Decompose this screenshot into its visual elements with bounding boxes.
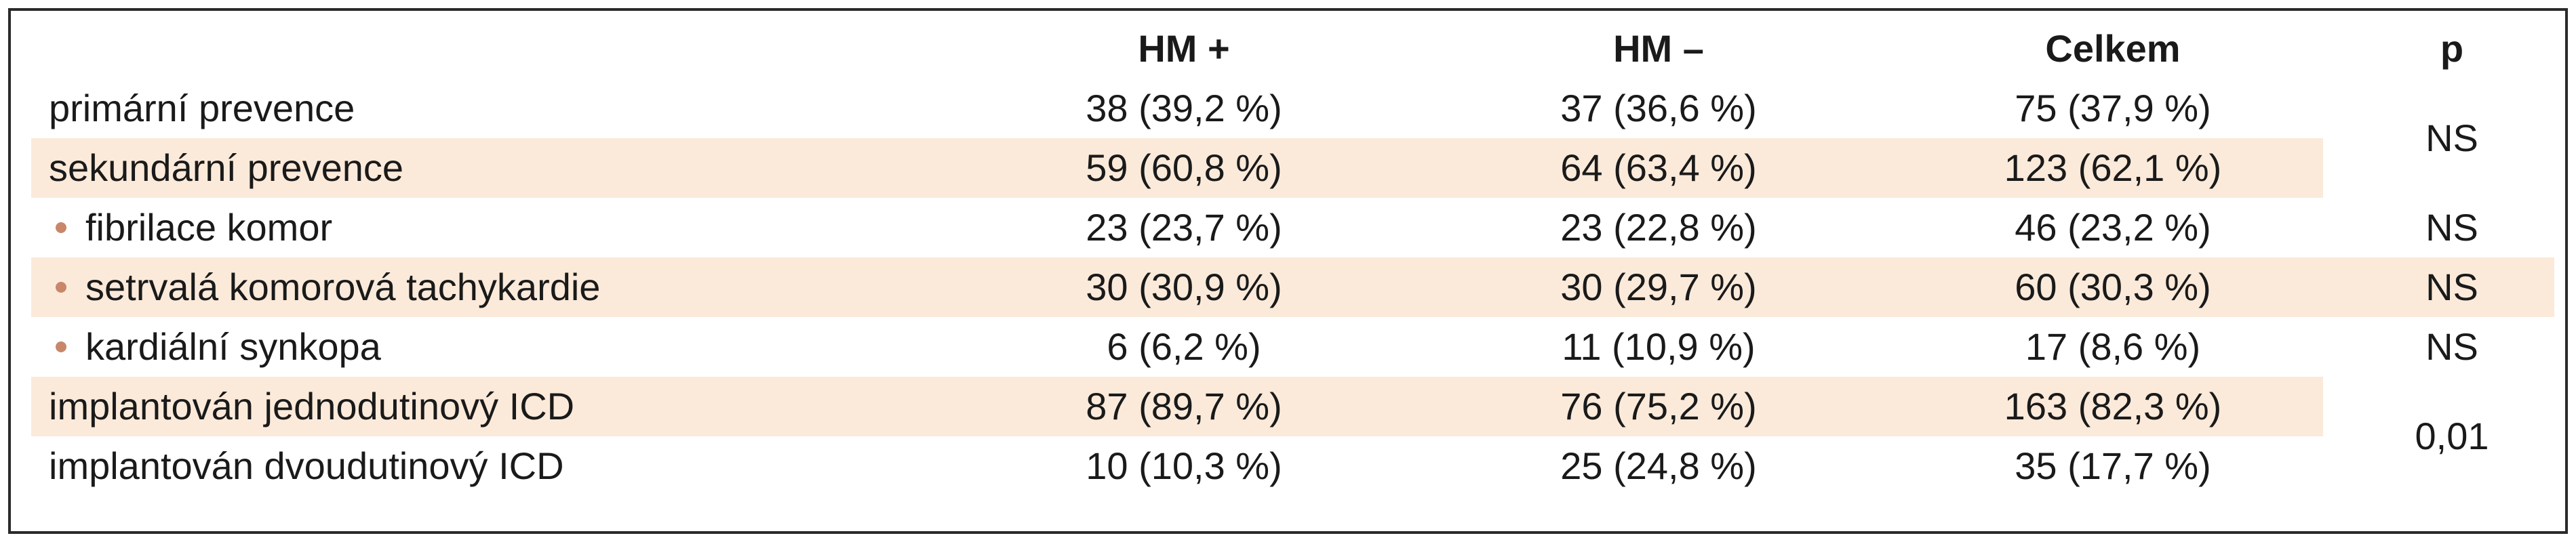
cell-hm-plus: 30 (30,9 %) bbox=[1086, 266, 1282, 308]
table-frame: HM + HM – Celkem p primární prevence 38 … bbox=[8, 8, 2568, 534]
cell-hm-plus: 38 (39,2 %) bbox=[1086, 87, 1282, 129]
bullet-icon bbox=[56, 341, 66, 352]
cell-p: NS bbox=[2425, 325, 2478, 368]
cell-hm-minus: 64 (63,4 %) bbox=[1560, 146, 1757, 189]
cell-total: 75 (37,9 %) bbox=[2015, 87, 2211, 129]
cell-hm-minus: 30 (29,7 %) bbox=[1560, 266, 1757, 308]
table-row: sekundární prevence 59 (60,8 %) 64 (63,4… bbox=[11, 138, 2554, 198]
table-row: fibrilace komor 23 (23,7 %) 23 (22,8 %) … bbox=[11, 198, 2554, 257]
table-row: primární prevence 38 (39,2 %) 37 (36,6 %… bbox=[11, 79, 2554, 138]
cell-p-icd: 0,01 bbox=[2415, 415, 2489, 457]
table-row: implantován jednodutinový ICD 87 (89,7 %… bbox=[11, 377, 2554, 436]
cell-total: 60 (30,3 %) bbox=[2015, 266, 2211, 308]
header-p: p bbox=[2440, 27, 2464, 70]
row-label: primární prevence bbox=[49, 87, 355, 129]
row-label: setrvalá komorová tachykardie bbox=[85, 266, 601, 308]
cell-total: 123 (62,1 %) bbox=[2004, 146, 2222, 189]
row-label: sekundární prevence bbox=[49, 146, 404, 189]
bullet-icon bbox=[56, 222, 66, 233]
cell-hm-plus: 23 (23,7 %) bbox=[1086, 206, 1282, 249]
header-hm-minus: HM – bbox=[1613, 27, 1704, 70]
row-band bbox=[31, 257, 2554, 317]
cell-total: 17 (8,6 %) bbox=[2025, 325, 2201, 368]
cell-total: 46 (23,2 %) bbox=[2015, 206, 2211, 249]
header-total: Celkem bbox=[2045, 27, 2181, 70]
table-row: implantován dvoudutinový ICD 10 (10,3 %)… bbox=[11, 436, 2554, 496]
cell-hm-plus: 10 (10,3 %) bbox=[1086, 444, 1282, 487]
header-hm-plus: HM + bbox=[1138, 27, 1230, 70]
table-row: kardiální synkopa 6 (6,2 %) 11 (10,9 %) … bbox=[11, 317, 2554, 377]
row-band bbox=[31, 138, 2323, 198]
cell-hm-plus: 87 (89,7 %) bbox=[1086, 385, 1282, 428]
row-label: fibrilace komor bbox=[85, 206, 333, 249]
cell-hm-plus: 6 (6,2 %) bbox=[1107, 325, 1261, 368]
row-band bbox=[31, 377, 2323, 436]
cell-hm-minus: 11 (10,9 %) bbox=[1562, 325, 1756, 368]
cell-hm-plus: 59 (60,8 %) bbox=[1086, 146, 1282, 189]
cell-total: 35 (17,7 %) bbox=[2015, 444, 2211, 487]
row-label: kardiální synkopa bbox=[85, 325, 381, 368]
cell-p: NS bbox=[2425, 206, 2478, 249]
row-label: implantován dvoudutinový ICD bbox=[49, 444, 564, 487]
bullet-icon bbox=[56, 282, 66, 293]
cell-hm-minus: 76 (75,2 %) bbox=[1560, 385, 1757, 428]
cell-p-prevention: NS bbox=[2425, 117, 2478, 159]
row-label: implantován jednodutinový ICD bbox=[49, 385, 575, 428]
cell-p: NS bbox=[2425, 266, 2478, 308]
cell-total: 163 (82,3 %) bbox=[2004, 385, 2222, 428]
cell-hm-minus: 25 (24,8 %) bbox=[1560, 444, 1757, 487]
table-row: setrvalá komorová tachykardie 30 (30,9 %… bbox=[11, 257, 2554, 317]
cell-hm-minus: 23 (22,8 %) bbox=[1560, 206, 1757, 249]
cell-hm-minus: 37 (36,6 %) bbox=[1560, 87, 1757, 129]
